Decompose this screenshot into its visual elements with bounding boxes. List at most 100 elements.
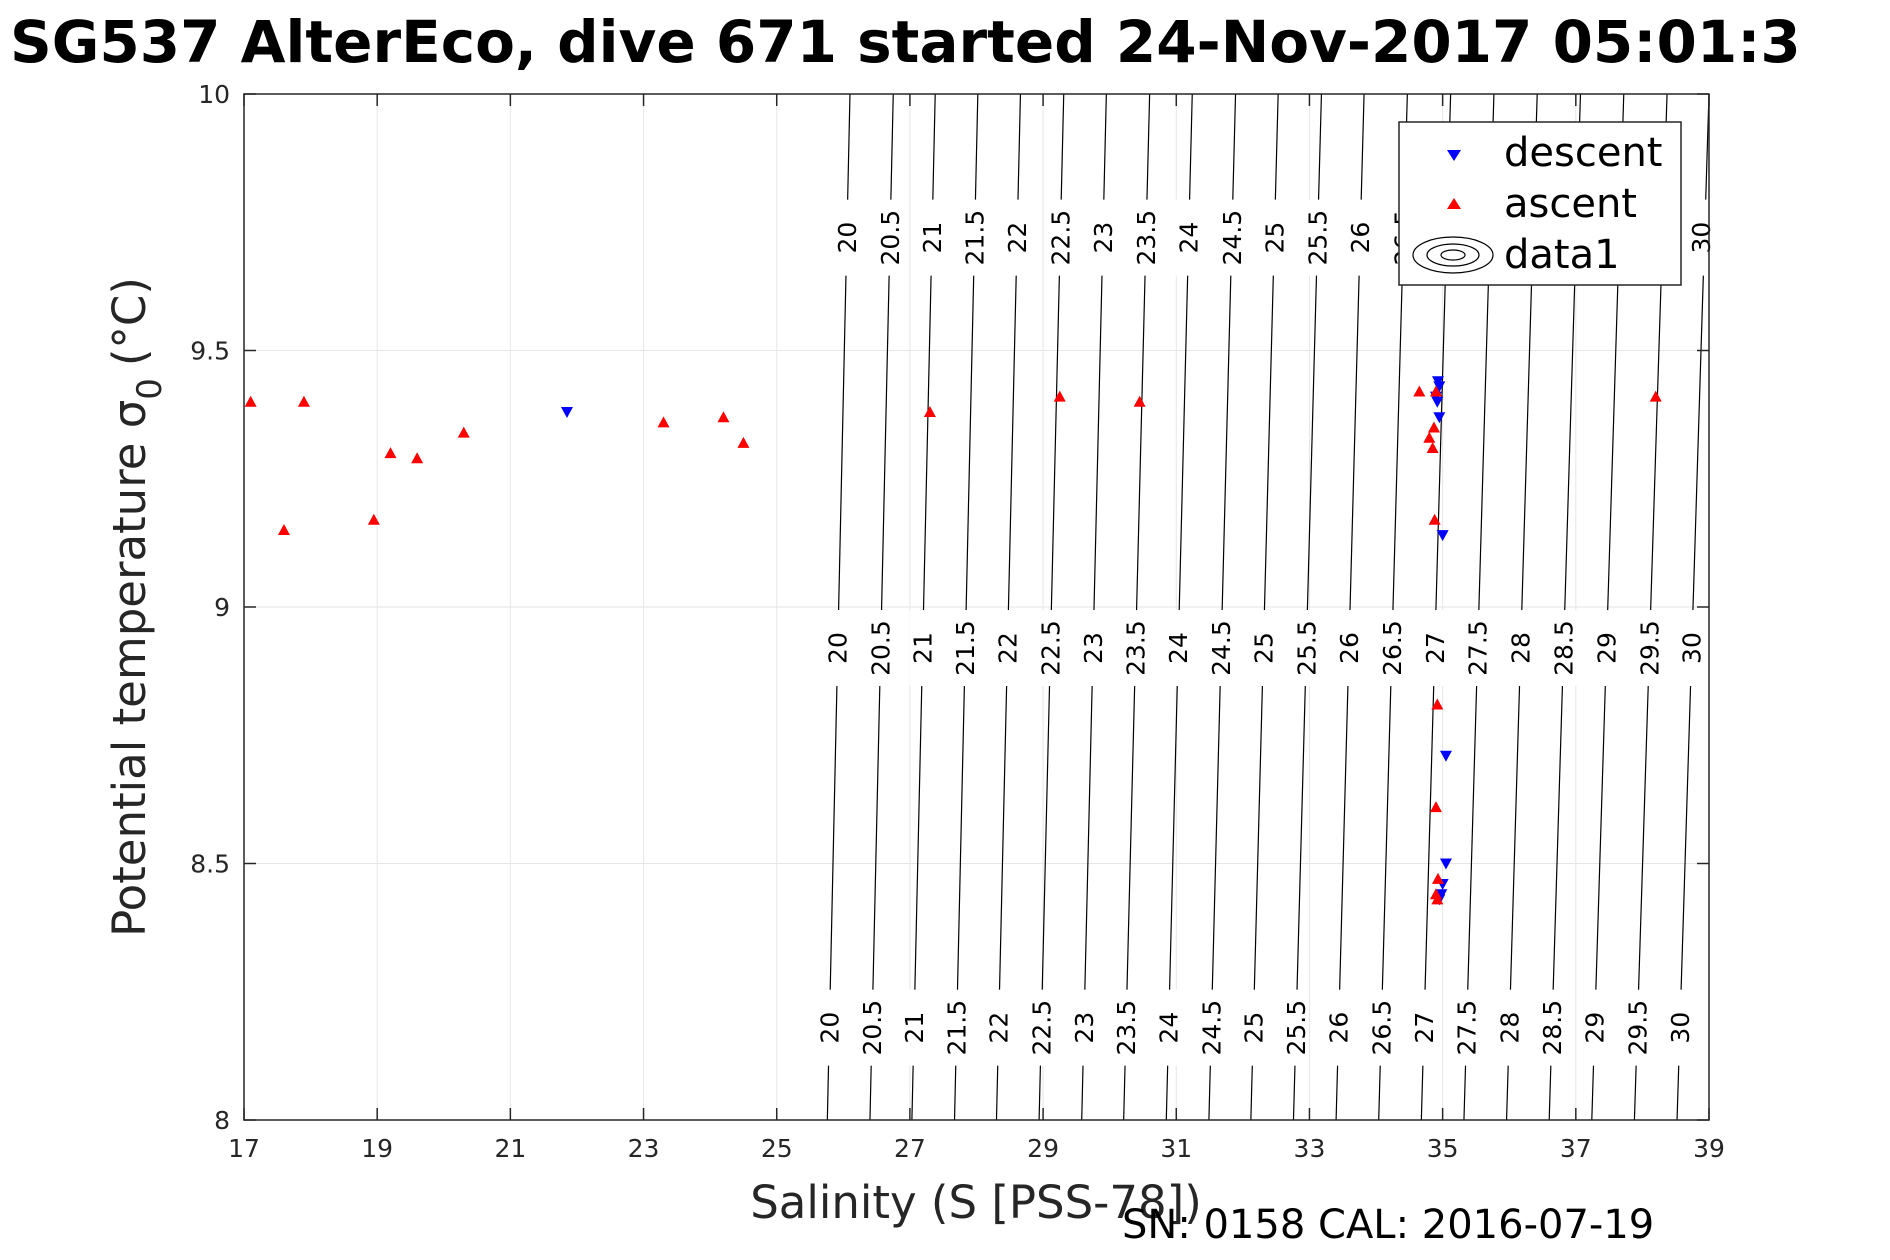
descent-point [1436, 530, 1449, 542]
contour-label: 26.5 [1378, 620, 1407, 676]
contour-label: 24.5 [1207, 620, 1236, 676]
contour-label-gap [859, 989, 886, 1066]
contour-label: 20 [815, 1012, 844, 1044]
legend-descent-label: descent [1504, 130, 1662, 176]
contour-label-gap [901, 989, 928, 1066]
contour-label: 26 [1335, 632, 1364, 664]
x-axis-ticks: 17 19 21 23 25 27 29 31 33 35 37 39 [228, 94, 1725, 1163]
contour-label: 24.5 [1218, 210, 1247, 266]
y-tick-label: 8 [214, 1106, 230, 1135]
contour-label-gap [1550, 610, 1577, 687]
contour-label: 28 [1507, 632, 1536, 664]
contour-label-gap [1464, 610, 1491, 687]
contour-label-gap [1155, 989, 1182, 1066]
contour-label-gap [1089, 199, 1116, 276]
contour-label-gap [1453, 989, 1480, 1066]
contour-label-gap [1368, 989, 1395, 1066]
contour-label: 21.5 [943, 1000, 972, 1056]
ascent-point [923, 406, 936, 418]
contour-label: 25.5 [1292, 620, 1321, 676]
ascent-point [411, 452, 424, 464]
contour-label-gap [824, 610, 851, 687]
contour-label-gap [952, 610, 979, 687]
contour-label-gap [1347, 199, 1374, 276]
ascent-point [1133, 395, 1146, 407]
ascent-point [1426, 441, 1439, 453]
contour-label-gap [833, 199, 860, 276]
contour-label: 29 [1581, 1012, 1610, 1044]
contour-label: 28 [1495, 1012, 1524, 1044]
contour-label: 27.5 [1464, 620, 1493, 676]
contour-label: 20.5 [858, 1000, 887, 1056]
contour-label-gap [1218, 199, 1245, 276]
descent-point [1433, 381, 1446, 393]
legend-descent-marker [1447, 150, 1461, 161]
contour-label-gap [1421, 610, 1448, 687]
contour-label-gap [1208, 610, 1235, 687]
contour-label: 23 [1089, 222, 1118, 254]
contour-label-gap [1004, 199, 1031, 276]
ascent-point [737, 436, 750, 448]
contour-label: 22.5 [1036, 620, 1065, 676]
contour-label-gap [985, 989, 1012, 1066]
contour-label-gap [1037, 610, 1064, 687]
contour-label: 25.5 [1282, 1000, 1311, 1056]
contour-label-gap [961, 199, 988, 276]
contour-label: 24 [1164, 632, 1193, 664]
x-tick-label: 21 [494, 1134, 526, 1163]
contour-label: 27.5 [1453, 1000, 1482, 1056]
x-tick-label: 37 [1560, 1134, 1592, 1163]
contour-label-gap [867, 610, 894, 687]
legend-data1-label: data1 [1504, 232, 1620, 278]
contour-label-gap [816, 989, 843, 1066]
ascent-point [1428, 513, 1441, 525]
legend-ascent-label: ascent [1504, 181, 1637, 227]
contour-label: 30 [1666, 1012, 1695, 1044]
ascent-point [1431, 893, 1444, 905]
contour-label: 22 [985, 1012, 1014, 1044]
descent-point [560, 407, 573, 419]
contour-label-gap [1070, 989, 1097, 1066]
contour-label-gap [909, 610, 936, 687]
contour-label-gap [1175, 199, 1202, 276]
contour-label: 29.5 [1623, 1000, 1652, 1056]
x-tick-label: 35 [1427, 1134, 1459, 1163]
descent-point [1433, 412, 1446, 424]
x-tick-label: 27 [894, 1134, 926, 1163]
contour-label: 21.5 [961, 210, 990, 266]
x-tick-label: 33 [1294, 1134, 1326, 1163]
x-tick-label: 25 [761, 1134, 793, 1163]
y-tick-label: 8.5 [190, 850, 230, 879]
descent-point [1431, 396, 1444, 408]
y-axis-label: Potential temperature σ0 (°C) [103, 277, 170, 937]
contour-label-gap [1335, 610, 1362, 687]
x-tick-label: 17 [228, 1134, 260, 1163]
chart-title: SG537 AlterEco, dive 671 started 24-Nov-… [10, 8, 1801, 76]
contour-label-gap [1636, 610, 1663, 687]
contour-label: 27 [1421, 632, 1450, 664]
y-axis-label-main: Potential temperature σ [103, 400, 156, 937]
contour-label: 25 [1239, 1012, 1268, 1044]
contour-label: 21.5 [951, 620, 980, 676]
y-tick-label: 9 [214, 593, 230, 622]
contour-label: 26 [1325, 1012, 1354, 1044]
contour-label-gap [1678, 610, 1705, 687]
contour-label: 20 [824, 632, 853, 664]
contour-label: 20.5 [876, 210, 905, 266]
contour-label: 29 [1593, 632, 1622, 664]
x-axis-label: Salinity (S [PSS-78]) [750, 1176, 1202, 1229]
x-tick-label: 31 [1160, 1134, 1192, 1163]
contour-label: 21 [909, 632, 938, 664]
contour-label-gap [1378, 610, 1405, 687]
contour-label-gap [1282, 989, 1309, 1066]
y-tick-label: 10 [198, 80, 230, 109]
descent-point [1439, 858, 1452, 870]
svg-text:Potential temperature σ0(°C): Potential temperature σ0 (°C) [103, 277, 170, 937]
legend-ascent-marker [1447, 198, 1461, 209]
ascent-point [1427, 421, 1440, 433]
contour-label: 29.5 [1635, 620, 1664, 676]
ascent-point [1053, 390, 1066, 402]
contour-label: 30 [1678, 632, 1707, 664]
contour-label: 21 [900, 1012, 929, 1044]
data-points [244, 376, 1662, 906]
